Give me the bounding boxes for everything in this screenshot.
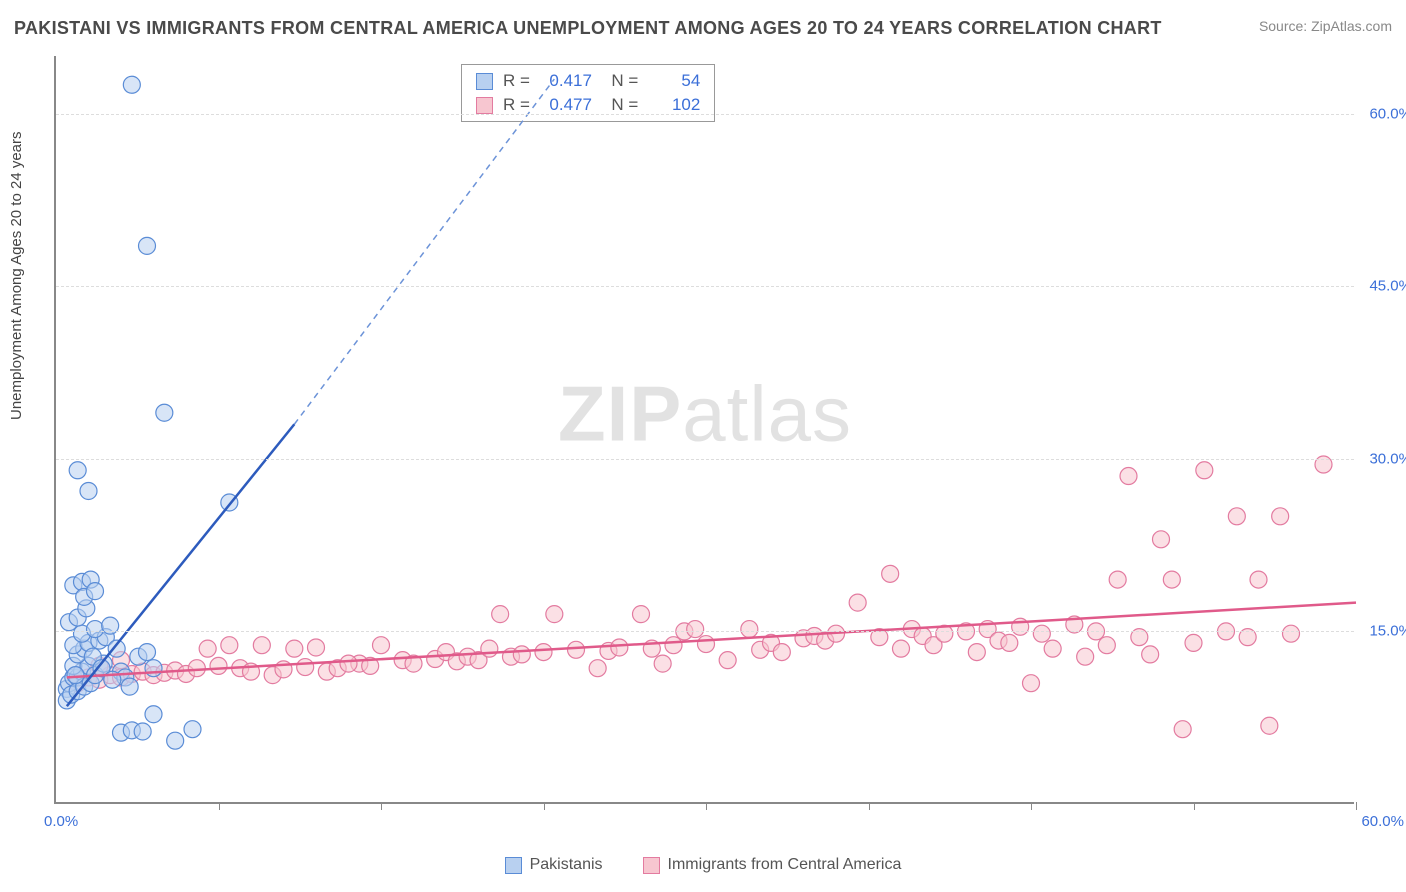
data-point	[968, 644, 985, 661]
data-point	[1098, 637, 1115, 654]
data-point	[1109, 571, 1126, 588]
data-point	[535, 644, 552, 661]
data-point	[373, 637, 390, 654]
data-point	[121, 678, 138, 695]
data-point	[87, 583, 104, 600]
y-tick-label: 30.0%	[1369, 450, 1406, 467]
data-point	[1185, 634, 1202, 651]
gridline	[56, 286, 1354, 287]
data-point	[210, 657, 227, 674]
data-point	[882, 565, 899, 582]
data-point	[1023, 675, 1040, 692]
scatter-svg	[56, 56, 1354, 802]
data-point	[1174, 721, 1191, 738]
gridline	[56, 631, 1354, 632]
data-point	[698, 636, 715, 653]
y-tick-label: 60.0%	[1369, 105, 1406, 122]
data-point	[1261, 717, 1278, 734]
data-point	[1044, 640, 1061, 657]
data-point	[221, 637, 238, 654]
data-point	[199, 640, 216, 657]
x-tick	[1194, 802, 1195, 810]
data-point	[1163, 571, 1180, 588]
data-point	[139, 644, 156, 661]
data-point	[188, 660, 205, 677]
data-point	[123, 76, 140, 93]
chart-plot-area: ZIPatlas R =0.417 N =54 R =0.477 N =102 …	[54, 56, 1354, 804]
data-point	[687, 621, 704, 638]
data-point	[893, 640, 910, 657]
x-tick-start: 0.0%	[44, 813, 78, 830]
data-point	[340, 655, 357, 672]
data-point	[773, 644, 790, 661]
data-point	[253, 637, 270, 654]
bottom-legend: Pakistanis Immigrants from Central Ameri…	[0, 856, 1406, 874]
data-point	[80, 482, 97, 499]
data-point	[1153, 531, 1170, 548]
data-point	[589, 660, 606, 677]
data-point	[611, 639, 628, 656]
legend-item-central-america: Immigrants from Central America	[643, 856, 902, 874]
data-point	[1001, 634, 1018, 651]
data-point	[568, 641, 585, 658]
data-point	[1120, 468, 1137, 485]
x-tick	[544, 802, 545, 810]
data-point	[1033, 625, 1050, 642]
data-point	[1272, 508, 1289, 525]
x-tick	[381, 802, 382, 810]
x-tick	[1356, 802, 1357, 810]
x-tick	[706, 802, 707, 810]
data-point	[286, 640, 303, 657]
data-point	[1196, 462, 1213, 479]
y-tick-label: 45.0%	[1369, 278, 1406, 295]
gridline	[56, 114, 1354, 115]
source-label: Source: ZipAtlas.com	[1259, 18, 1392, 34]
data-point	[849, 594, 866, 611]
data-point	[1142, 646, 1159, 663]
data-point	[1250, 571, 1267, 588]
data-point	[665, 637, 682, 654]
x-tick-end: 60.0%	[1361, 813, 1404, 830]
data-point	[1077, 648, 1094, 665]
swatch-blue-icon	[505, 857, 522, 874]
x-tick	[869, 802, 870, 810]
data-point	[654, 655, 671, 672]
data-point	[87, 621, 104, 638]
legend-item-pakistanis: Pakistanis	[505, 856, 603, 874]
data-point	[134, 723, 151, 740]
data-point	[67, 667, 84, 684]
y-tick-label: 15.0%	[1369, 623, 1406, 640]
trendline-blue-extrapolated	[294, 79, 554, 424]
data-point	[139, 237, 156, 254]
data-point	[633, 606, 650, 623]
gridline	[56, 459, 1354, 460]
data-point	[167, 732, 184, 749]
data-point	[719, 652, 736, 669]
data-point	[69, 462, 86, 479]
data-point	[513, 646, 530, 663]
data-point	[297, 659, 314, 676]
data-point	[1228, 508, 1245, 525]
data-point	[184, 721, 201, 738]
data-point	[1283, 625, 1300, 642]
x-tick	[1031, 802, 1032, 810]
data-point	[492, 606, 509, 623]
data-point	[546, 606, 563, 623]
data-point	[308, 639, 325, 656]
chart-title: PAKISTANI VS IMMIGRANTS FROM CENTRAL AME…	[14, 18, 1162, 39]
swatch-pink-icon	[643, 857, 660, 874]
data-point	[145, 660, 162, 677]
y-axis-label: Unemployment Among Ages 20 to 24 years	[8, 131, 25, 420]
x-tick	[219, 802, 220, 810]
data-point	[481, 640, 498, 657]
data-point	[145, 706, 162, 723]
data-point	[741, 621, 758, 638]
data-point	[156, 404, 173, 421]
